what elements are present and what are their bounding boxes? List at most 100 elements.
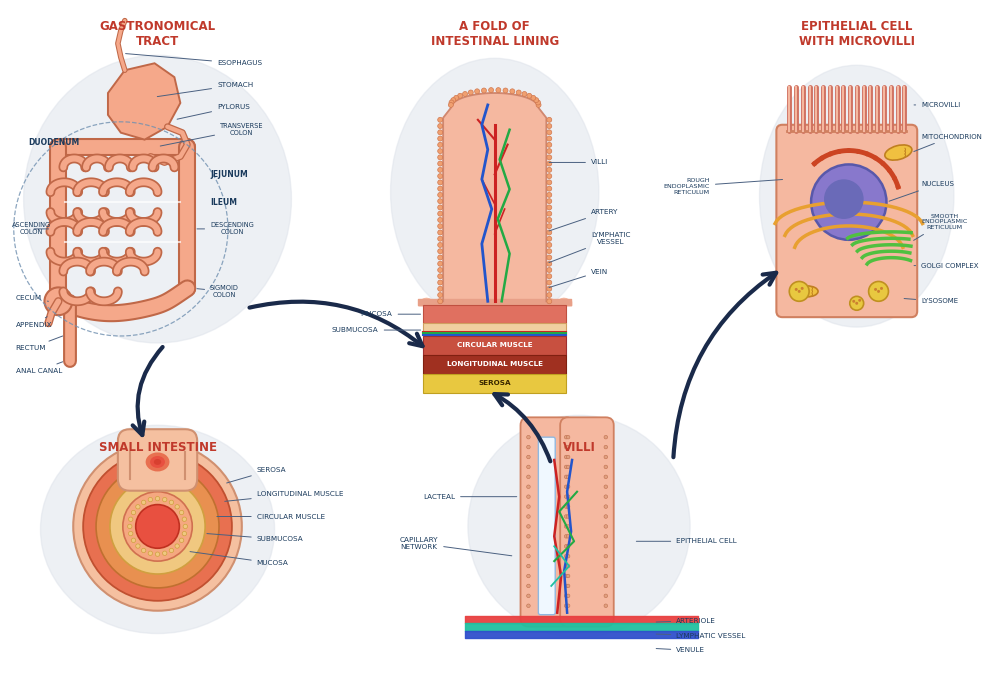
Circle shape xyxy=(604,564,608,568)
Circle shape xyxy=(564,525,568,528)
Circle shape xyxy=(481,88,486,93)
Circle shape xyxy=(438,130,443,135)
FancyBboxPatch shape xyxy=(423,374,566,392)
Circle shape xyxy=(438,168,443,172)
Circle shape xyxy=(547,117,552,122)
Circle shape xyxy=(855,302,858,305)
Circle shape xyxy=(547,168,552,172)
Circle shape xyxy=(128,524,132,528)
Circle shape xyxy=(438,274,443,279)
Text: EPITHELIAL CELL: EPITHELIAL CELL xyxy=(636,538,737,544)
Circle shape xyxy=(604,515,608,518)
Circle shape xyxy=(536,102,541,108)
Circle shape xyxy=(438,161,443,166)
Circle shape xyxy=(527,555,530,558)
Text: LYSOSOME: LYSOSOME xyxy=(904,298,958,304)
Ellipse shape xyxy=(391,59,599,326)
Text: LONGITUDINAL MUSCLE: LONGITUDINAL MUSCLE xyxy=(447,361,543,367)
Text: SEROSA: SEROSA xyxy=(478,380,511,386)
Circle shape xyxy=(438,293,443,297)
Circle shape xyxy=(564,485,568,489)
Text: LYMPHATIC VESSEL: LYMPHATIC VESSEL xyxy=(656,633,745,639)
Circle shape xyxy=(527,485,530,489)
Text: ARTERY: ARTERY xyxy=(549,209,618,231)
Circle shape xyxy=(131,510,136,515)
Circle shape xyxy=(564,584,568,588)
Circle shape xyxy=(527,564,530,568)
Text: TRANSVERSE
COLON: TRANSVERSE COLON xyxy=(160,123,264,146)
Circle shape xyxy=(547,236,552,241)
Text: DUODENUM: DUODENUM xyxy=(29,138,80,147)
Circle shape xyxy=(438,261,443,267)
Circle shape xyxy=(566,465,570,468)
Circle shape xyxy=(564,564,568,568)
Circle shape xyxy=(527,505,530,508)
Text: VENULE: VENULE xyxy=(656,647,705,653)
Circle shape xyxy=(566,564,570,568)
Circle shape xyxy=(789,281,809,302)
Circle shape xyxy=(438,180,443,185)
Circle shape xyxy=(527,574,530,578)
Circle shape xyxy=(564,475,568,479)
Circle shape xyxy=(438,249,443,254)
Circle shape xyxy=(896,184,901,189)
Circle shape xyxy=(604,455,608,459)
Circle shape xyxy=(527,604,530,608)
Circle shape xyxy=(527,495,530,499)
Text: LACTEAL: LACTEAL xyxy=(423,494,517,499)
Text: GOLGI COMPLEX: GOLGI COMPLEX xyxy=(914,262,979,269)
Circle shape xyxy=(527,475,530,479)
Circle shape xyxy=(182,532,187,536)
Circle shape xyxy=(566,555,570,558)
Circle shape xyxy=(824,179,864,219)
Circle shape xyxy=(547,205,552,210)
Circle shape xyxy=(141,548,146,553)
Circle shape xyxy=(547,268,552,273)
Ellipse shape xyxy=(885,145,912,160)
Text: STOMACH: STOMACH xyxy=(157,82,253,97)
Circle shape xyxy=(566,544,570,548)
Circle shape xyxy=(852,299,855,303)
Circle shape xyxy=(547,261,552,267)
Circle shape xyxy=(564,455,568,459)
Circle shape xyxy=(604,544,608,548)
Circle shape xyxy=(83,452,232,601)
Circle shape xyxy=(547,286,552,291)
Circle shape xyxy=(438,280,443,285)
Circle shape xyxy=(604,435,608,439)
Circle shape xyxy=(566,435,570,439)
Text: RECTUM: RECTUM xyxy=(16,336,63,351)
Circle shape xyxy=(564,446,568,449)
Circle shape xyxy=(527,584,530,588)
Ellipse shape xyxy=(44,287,72,315)
Text: LONGITUDINAL MUSCLE: LONGITUDINAL MUSCLE xyxy=(225,491,343,501)
Text: EPITHELIAL CELL
WITH MICROVILLI: EPITHELIAL CELL WITH MICROVILLI xyxy=(799,20,915,48)
Circle shape xyxy=(454,96,459,100)
Text: SMALL INTESTINE: SMALL INTESTINE xyxy=(99,441,217,454)
Circle shape xyxy=(438,236,443,241)
Circle shape xyxy=(811,164,886,240)
Polygon shape xyxy=(443,93,546,302)
Circle shape xyxy=(129,532,133,536)
Circle shape xyxy=(887,168,892,173)
Circle shape xyxy=(438,117,443,122)
Text: PYLORUS: PYLORUS xyxy=(177,104,250,119)
Circle shape xyxy=(604,485,608,489)
Circle shape xyxy=(604,465,608,468)
Text: SUBMUCOSA: SUBMUCOSA xyxy=(332,327,421,333)
Circle shape xyxy=(566,604,570,608)
Circle shape xyxy=(136,544,140,548)
Circle shape xyxy=(828,151,833,156)
Circle shape xyxy=(449,100,454,105)
Text: APPENDIX: APPENDIX xyxy=(16,317,52,328)
Circle shape xyxy=(564,574,568,578)
FancyBboxPatch shape xyxy=(560,417,614,627)
Circle shape xyxy=(148,497,153,502)
Circle shape xyxy=(604,584,608,588)
Circle shape xyxy=(869,281,888,302)
Circle shape xyxy=(527,455,530,459)
Circle shape xyxy=(564,505,568,508)
Text: DESCENDING
COLON: DESCENDING COLON xyxy=(197,222,254,236)
Circle shape xyxy=(489,87,494,93)
Text: ASCENDING
COLON: ASCENDING COLON xyxy=(12,222,51,236)
